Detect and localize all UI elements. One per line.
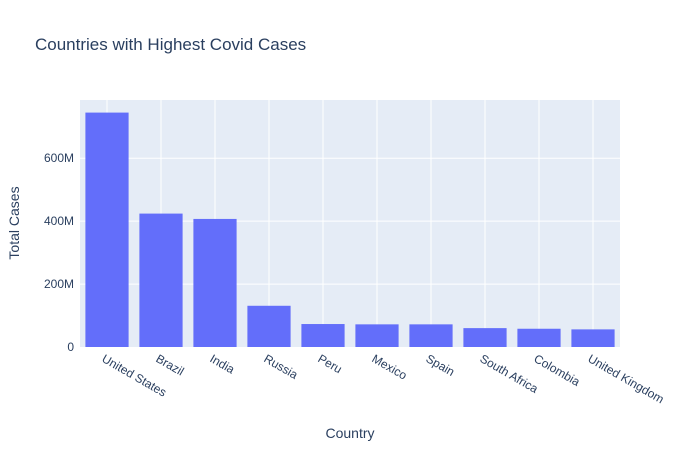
y-tick-label: 200M	[44, 277, 74, 291]
y-tick-label: 0	[67, 340, 74, 354]
x-tick-label: Peru	[316, 351, 345, 376]
x-tick-label: Mexico	[370, 351, 410, 382]
x-tick-label: South Africa	[478, 351, 541, 396]
bar[interactable]	[571, 329, 615, 347]
bar[interactable]	[193, 218, 237, 347]
bar[interactable]	[247, 305, 291, 347]
chart-title: Countries with Highest Covid Cases	[35, 35, 306, 54]
y-axis-ticks: 0 200M 400M 600M	[44, 151, 74, 354]
bar[interactable]	[409, 324, 453, 347]
x-tick-label: United Kingdom	[586, 351, 667, 406]
bar[interactable]	[139, 213, 183, 347]
bar[interactable]	[517, 328, 561, 347]
bar[interactable]	[355, 324, 399, 347]
x-tick-label: Spain	[424, 351, 458, 378]
bar[interactable]	[85, 112, 129, 347]
x-tick-label: Brazil	[154, 351, 187, 378]
bars	[85, 112, 615, 347]
y-tick-label: 400M	[44, 214, 74, 228]
y-axis-title: Total Cases	[6, 186, 22, 259]
x-axis-title: Country	[325, 425, 374, 441]
y-tick-label: 600M	[44, 151, 74, 165]
x-tick-label: India	[208, 351, 238, 376]
x-tick-label: Russia	[262, 351, 301, 382]
bar[interactable]	[301, 324, 345, 347]
grid-lines	[80, 100, 620, 347]
bar[interactable]	[463, 328, 507, 347]
